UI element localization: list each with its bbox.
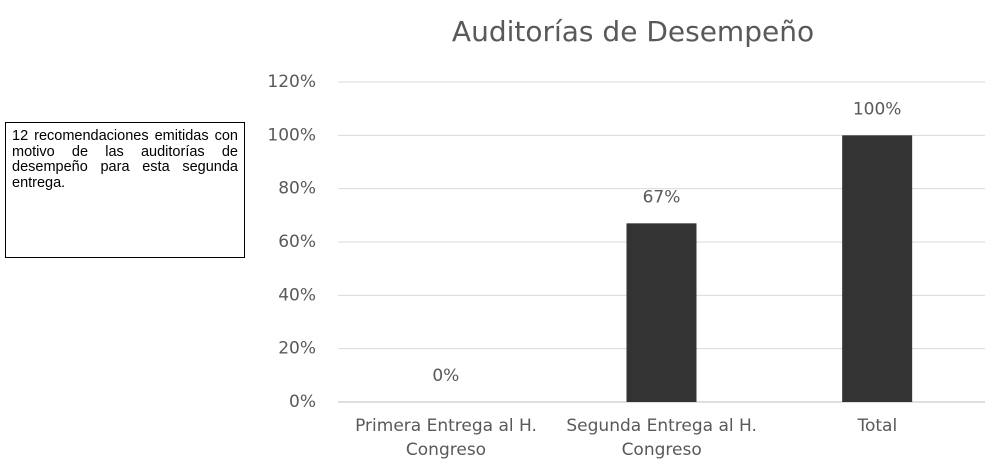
y-tick-label: 120% xyxy=(267,72,316,92)
x-tick-label: Segunda Entrega al H. Congreso xyxy=(566,416,757,460)
y-tick-label: 40% xyxy=(278,285,316,305)
chart-title: Auditorías de Desempeño xyxy=(452,15,814,48)
y-tick-label: 60% xyxy=(278,232,316,252)
data-label: 0% xyxy=(432,366,459,386)
annotation-box: 12 recomendaciones emitidas con motivo d… xyxy=(5,122,245,258)
x-tick-label: Primera Entrega al H. Congreso xyxy=(355,416,537,460)
y-tick-label: 80% xyxy=(278,179,316,199)
data-label: 67% xyxy=(643,187,681,207)
y-tick-label: 20% xyxy=(278,339,316,359)
y-tick-label: 0% xyxy=(289,392,316,412)
data-label: 100% xyxy=(853,99,902,119)
x-tick-label: Total xyxy=(857,416,898,436)
bar xyxy=(626,223,697,402)
bar xyxy=(842,135,913,403)
y-tick-label: 100% xyxy=(267,125,316,145)
